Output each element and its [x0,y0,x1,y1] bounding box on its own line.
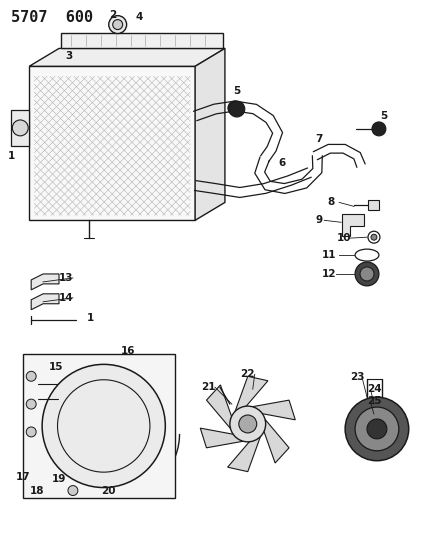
Circle shape [372,122,386,136]
Circle shape [355,407,399,451]
Text: 5: 5 [233,86,241,96]
Text: 24: 24 [367,384,381,394]
Polygon shape [23,354,175,498]
Text: 11: 11 [322,250,336,260]
Circle shape [355,262,379,286]
Text: 21: 21 [201,382,215,392]
Circle shape [113,20,123,29]
Text: 16: 16 [121,346,136,357]
Circle shape [229,101,245,117]
Polygon shape [200,428,243,448]
Text: 12: 12 [322,269,336,279]
Circle shape [345,397,409,461]
Circle shape [239,415,257,433]
Text: 25: 25 [367,396,381,406]
Text: 3: 3 [65,51,73,61]
Text: 2: 2 [109,10,116,20]
Text: 6: 6 [278,158,285,168]
Circle shape [42,365,165,488]
Circle shape [68,486,78,496]
Text: 18: 18 [30,486,45,496]
Circle shape [26,427,36,437]
Polygon shape [206,385,232,429]
Circle shape [12,120,28,136]
Polygon shape [228,437,260,472]
Polygon shape [31,274,59,290]
Text: 5: 5 [380,111,387,121]
Polygon shape [29,66,195,220]
Text: 22: 22 [241,369,255,379]
Text: 14: 14 [59,293,73,303]
Circle shape [230,406,266,442]
Polygon shape [368,200,379,211]
Polygon shape [29,49,225,66]
Polygon shape [235,376,268,411]
Polygon shape [253,400,295,420]
Circle shape [367,419,387,439]
Polygon shape [11,110,29,146]
Text: 4: 4 [136,12,143,22]
Circle shape [26,372,36,381]
Polygon shape [31,294,59,310]
Text: 9: 9 [316,215,323,225]
Text: 13: 13 [59,273,73,283]
Text: 5707  600: 5707 600 [11,10,93,25]
Circle shape [228,101,242,115]
Text: 23: 23 [350,372,364,382]
Text: 20: 20 [101,486,116,496]
Text: 10: 10 [337,233,351,243]
Polygon shape [195,49,225,220]
Text: 7: 7 [315,134,323,144]
Text: 19: 19 [52,474,66,483]
Circle shape [371,234,377,240]
Polygon shape [342,214,364,236]
Text: 1: 1 [87,313,95,322]
Polygon shape [61,33,223,49]
Text: 15: 15 [49,362,63,373]
Text: 17: 17 [16,472,30,482]
Circle shape [360,267,374,281]
Polygon shape [264,419,289,463]
Circle shape [109,15,127,34]
Text: 8: 8 [327,197,335,207]
Text: 1: 1 [8,151,15,161]
Circle shape [26,399,36,409]
